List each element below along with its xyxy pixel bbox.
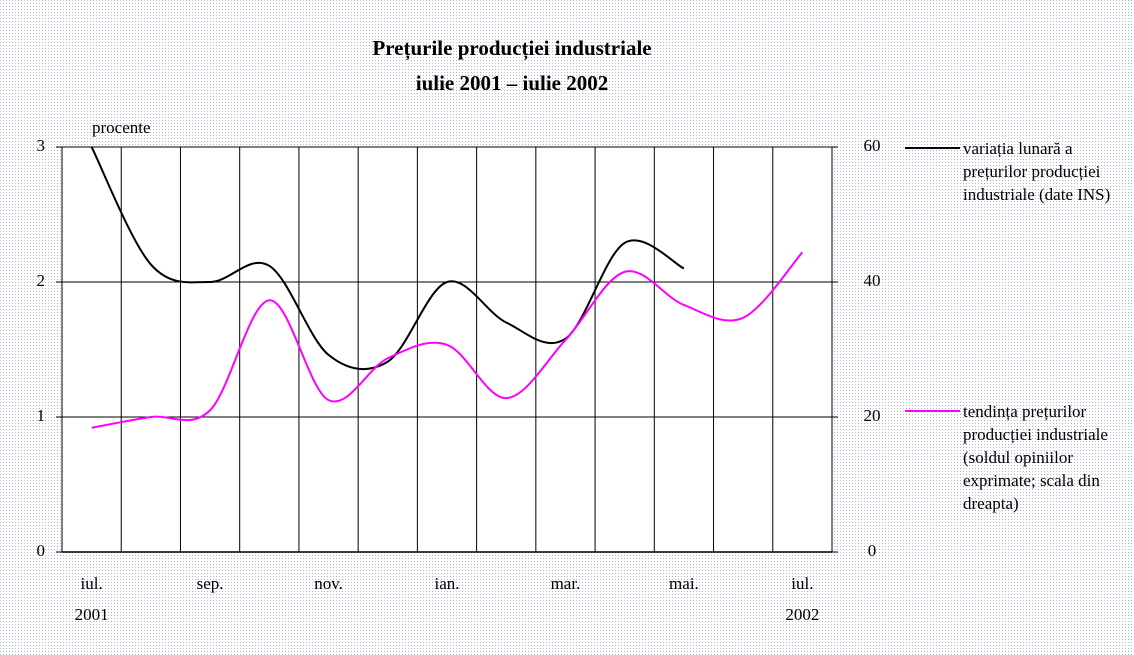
x-tick-label: mai. bbox=[669, 574, 699, 593]
y-axis-label: procente bbox=[92, 118, 151, 137]
data-line bbox=[90, 146, 685, 371]
y2-tick-label: 20 bbox=[864, 406, 881, 425]
y-tick-label: 1 bbox=[37, 406, 46, 425]
plot-area bbox=[62, 147, 832, 552]
x-year-label: 2001 bbox=[75, 605, 109, 624]
x-tick-label: nov. bbox=[314, 574, 343, 593]
data-line bbox=[91, 251, 804, 429]
y2-tick-label: 60 bbox=[864, 136, 881, 155]
y2-tick-label: 0 bbox=[868, 541, 877, 560]
chart-subtitle: iulie 2001 – iulie 2002 bbox=[416, 71, 609, 95]
y-tick-label: 3 bbox=[37, 136, 46, 155]
y2-tick-label: 40 bbox=[864, 271, 881, 290]
x-tick-label: mar. bbox=[551, 574, 581, 593]
legend-label: tendința prețurilor producției industria… bbox=[963, 402, 1108, 513]
x-tick-label: iul. bbox=[81, 574, 103, 593]
x-year-label: 2002 bbox=[785, 605, 819, 624]
y-tick-label: 2 bbox=[37, 271, 46, 290]
x-tick-label: sep. bbox=[197, 574, 224, 593]
legend-label: variația lunară a prețurilor producției … bbox=[963, 139, 1111, 204]
chart-title: Prețurile producției industriale bbox=[372, 36, 651, 61]
x-tick-label: ian. bbox=[434, 574, 459, 593]
y-tick-label: 0 bbox=[37, 541, 46, 560]
x-tick-label: iul. bbox=[791, 574, 813, 593]
